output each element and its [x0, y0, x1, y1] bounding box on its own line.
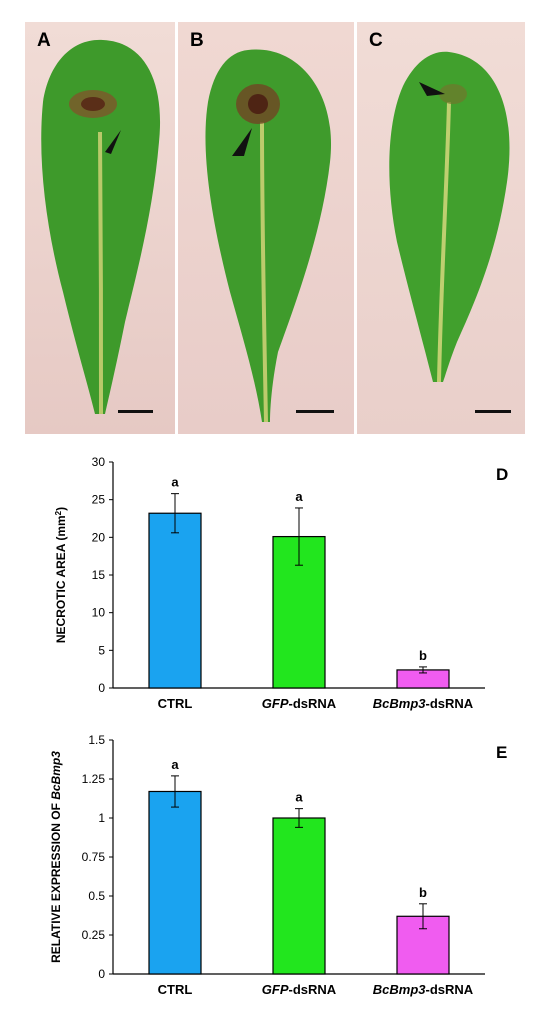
- leaf-midrib-b: [260, 121, 268, 423]
- chart-d-y-tick-label: 5: [98, 643, 105, 657]
- chart-d: 0 5 10 15 20 25 30 NECROTIC AREA (mm2) a CTRL a GFP…: [54, 455, 509, 711]
- chart-e-category-label: CTRL: [158, 982, 193, 997]
- lesion-c: [439, 84, 467, 104]
- leaf-midrib-a: [98, 131, 103, 415]
- panel-label-c: C: [369, 30, 383, 51]
- chart-d-category-label: GFP-dsRNA: [262, 696, 337, 711]
- leaf-midrib-c: [437, 101, 451, 383]
- photo-panel-c: C: [357, 22, 525, 434]
- leaf-c: [389, 51, 510, 383]
- arrowhead-c: [419, 82, 445, 96]
- chart-d-significance-letter: b: [419, 648, 427, 663]
- chart-e-significance-letter: a: [295, 790, 303, 805]
- panel-label-a: A: [37, 30, 51, 51]
- chart-e-y-tick-label: 0.75: [82, 850, 106, 864]
- chart-e-panel-label: E: [496, 743, 507, 762]
- chart-d-bar: [148, 512, 202, 689]
- chart-e-y-tick-label: 0: [98, 967, 105, 981]
- chart-e-bar: [272, 817, 326, 975]
- arrowhead-a: [105, 130, 121, 154]
- leaf-photo-a: [25, 22, 175, 434]
- leaf-photo-b: [178, 22, 354, 434]
- chart-e-significance-letter: b: [419, 885, 427, 900]
- chart-d-y-label: NECROTIC AREA (mm2): [54, 507, 69, 643]
- chart-e-bar: [148, 790, 202, 975]
- chart-e-category-label: BcBmp3-dsRNA: [373, 982, 474, 997]
- scale-bar-c: [475, 410, 511, 413]
- leaf-photo-c: [357, 22, 525, 434]
- chart-d-y-tick-label: 25: [92, 493, 106, 507]
- scale-bar-b: [296, 410, 334, 413]
- chart-e-significance-letter: a: [171, 757, 179, 772]
- chart-d-category-label: CTRL: [158, 696, 193, 711]
- chart-d-category-label: BcBmp3-dsRNA: [373, 696, 474, 711]
- chart-e-y-tick-label: 1.5: [88, 733, 105, 747]
- scale-bar-a: [118, 410, 153, 413]
- chart-e-y-tick-label: 1.25: [82, 772, 106, 786]
- chart-d-y-tick-label: 30: [92, 455, 106, 469]
- chart-d-y-tick-label: 0: [98, 681, 105, 695]
- chart-d-y-tick-label: 20: [92, 530, 106, 544]
- chart-e-y-tick-label: 1: [98, 811, 105, 825]
- chart-d-panel-label: D: [496, 465, 508, 484]
- chart-e-category-label: GFP-dsRNA: [262, 982, 337, 997]
- chart-d-y-tick-label: 10: [92, 606, 106, 620]
- panel-label-b: B: [190, 30, 204, 51]
- chart-d-significance-letter: a: [295, 489, 303, 504]
- photo-panel-a: A: [25, 22, 175, 434]
- chart-d-y-tick-label: 15: [92, 568, 106, 582]
- chart-e: 0 0.25 0.5 0.75 1 1.25 1.5 RELATIVE EXPRESSION …: [49, 733, 507, 997]
- photo-panel-b: B: [178, 22, 354, 434]
- chart-e-y-tick-label: 0.25: [82, 928, 106, 942]
- arrowhead-b: [232, 128, 252, 156]
- chart-e-y-tick-label: 0.5: [88, 889, 105, 903]
- leaf-b: [205, 49, 332, 422]
- chart-panel-e: 0 0.25 0.5 0.75 1 1.25 1.5 RELATIVE EXPRESSION …: [0, 730, 550, 1015]
- chart-e-y-label: RELATIVE EXPRESSION OF BcBmp3: [49, 751, 63, 963]
- chart-panel-d: 0 5 10 15 20 25 30 NECROTIC AREA (mm2) a CTRL a GFP…: [0, 450, 550, 725]
- chart-d-significance-letter: a: [171, 475, 179, 490]
